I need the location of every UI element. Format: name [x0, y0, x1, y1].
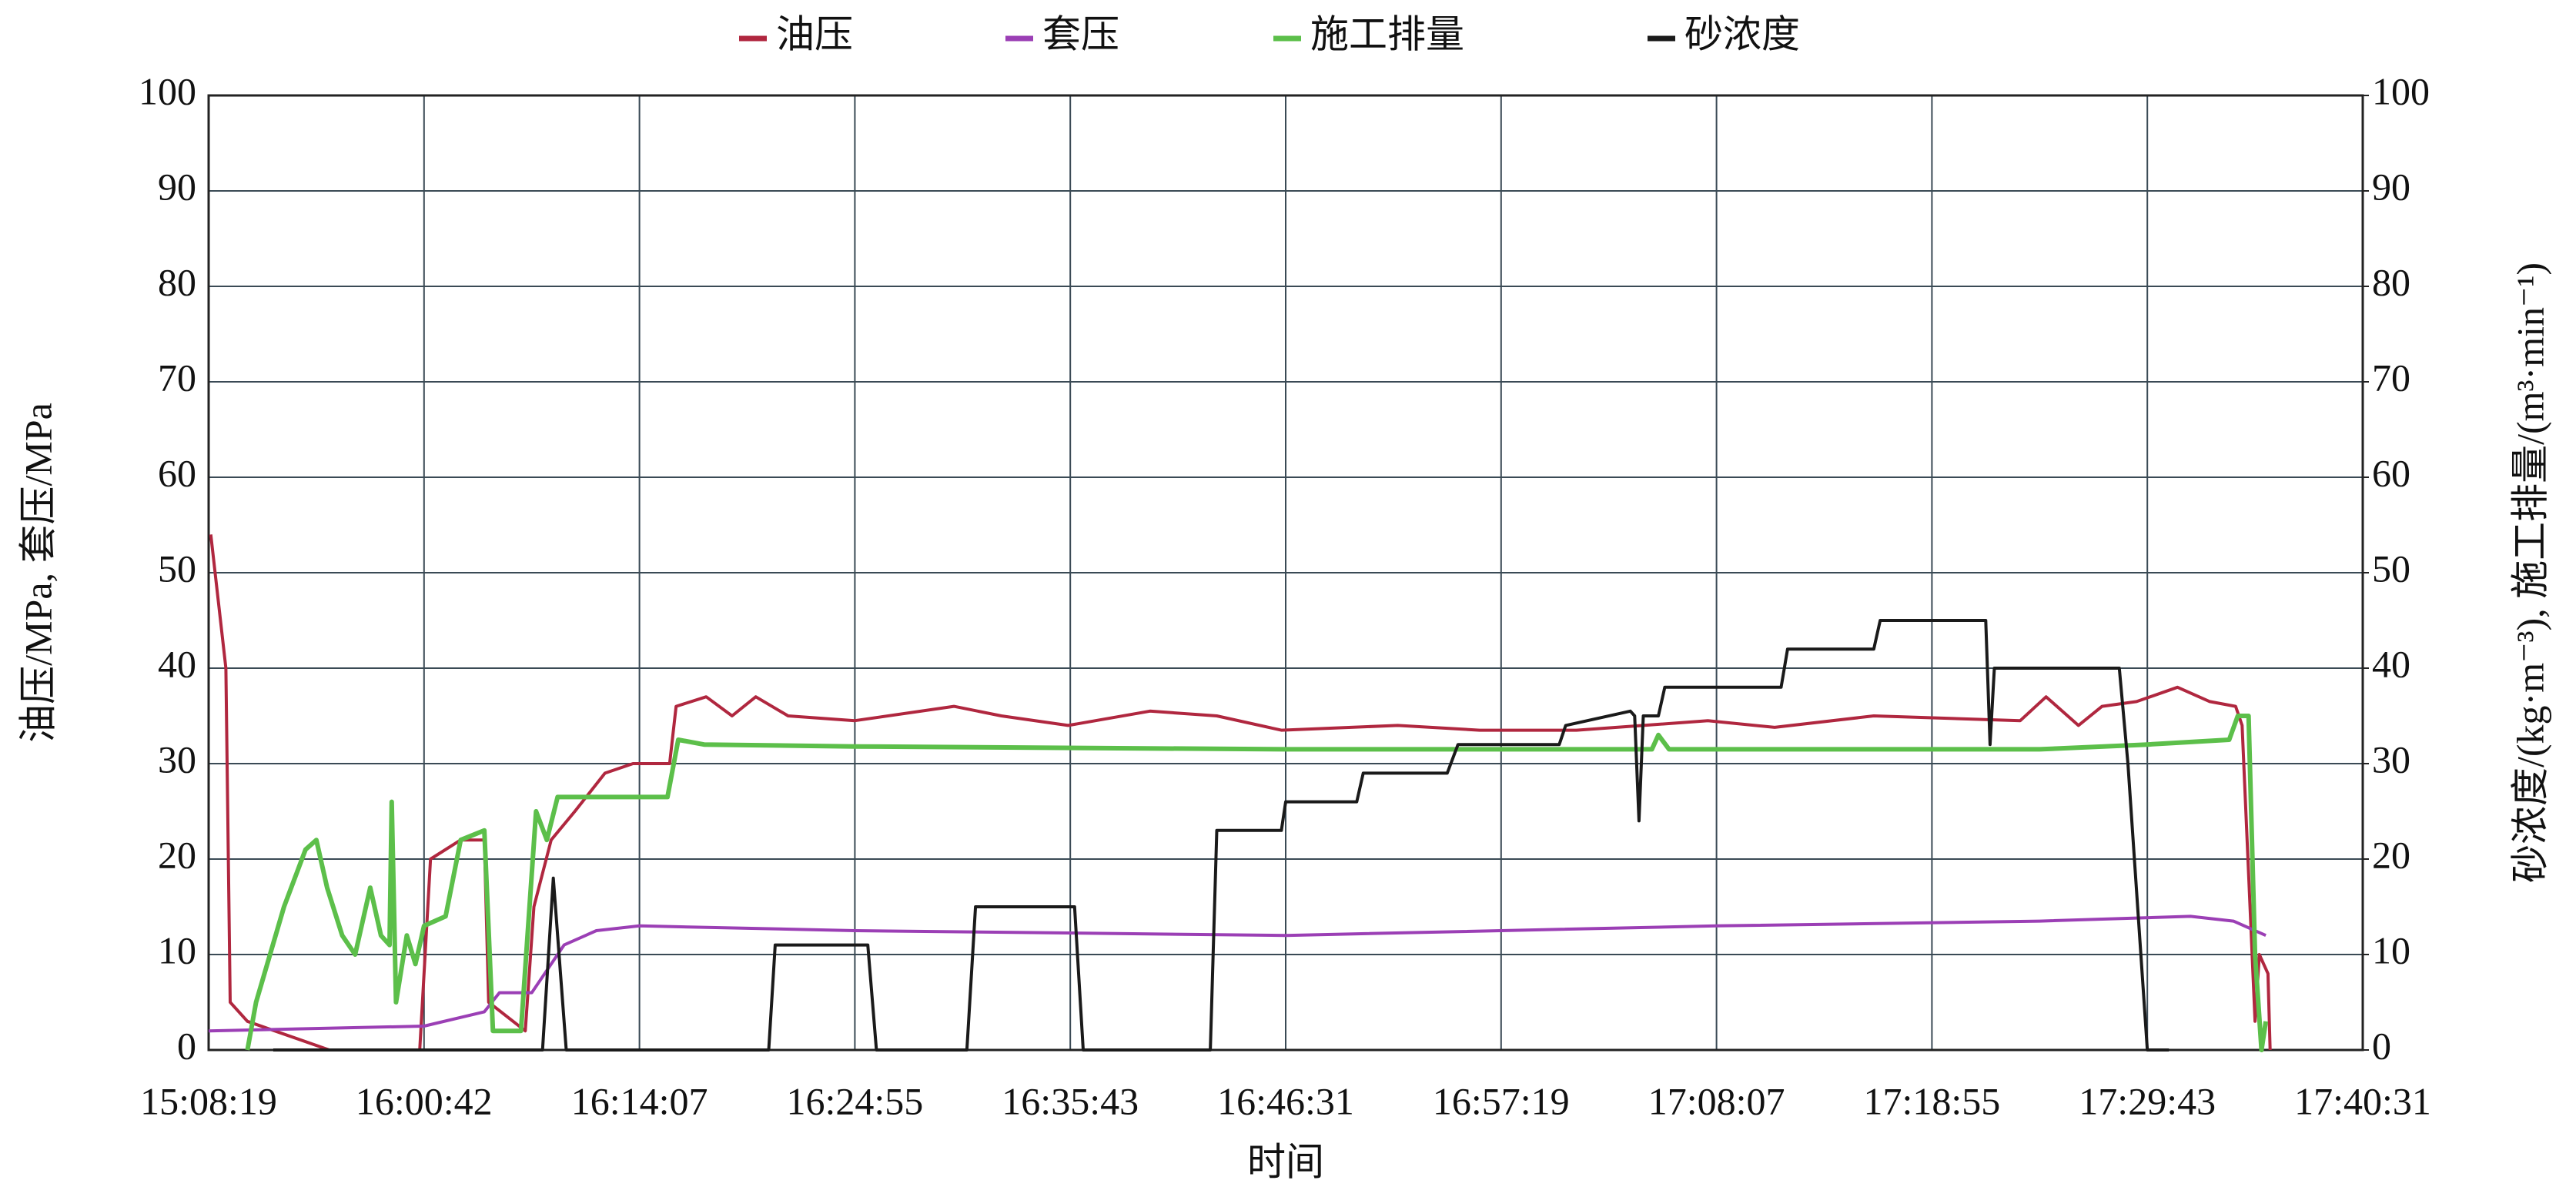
x-tick-label: 17:40:31: [2294, 1079, 2431, 1122]
x-tick-label: 17:29:43: [2079, 1079, 2216, 1122]
x-axis-label: 时间: [1247, 1140, 1324, 1183]
y-tick-label: 50: [158, 547, 196, 590]
y-tick-label: 0: [177, 1024, 196, 1067]
x-tick-label: 16:14:07: [571, 1079, 708, 1122]
x-tick-label: 16:46:31: [1217, 1079, 1354, 1122]
y2-tick-label: 20: [2372, 833, 2410, 876]
y-tick-label: 20: [158, 833, 196, 876]
y2-tick-label: 50: [2372, 547, 2410, 590]
y2-tick-label: 10: [2372, 928, 2410, 971]
series-line: [209, 534, 2272, 1052]
y2-tick-label: 30: [2372, 737, 2410, 781]
y-tick-label: 30: [158, 737, 196, 781]
series-line: [245, 714, 2269, 1052]
y2-tick-label: 90: [2372, 165, 2410, 208]
y2-tick-label: 0: [2372, 1024, 2391, 1067]
y-axis-label: 油压/MPa, 套压/MPa: [16, 403, 59, 743]
series-line: [273, 619, 2170, 1052]
y2-tick-label: 70: [2372, 356, 2410, 399]
x-tick-label: 16:57:19: [1433, 1079, 1570, 1122]
legend-label: 砂浓度: [1684, 12, 1800, 55]
x-tick-label: 17:08:07: [1648, 1079, 1785, 1122]
y-tick-label: 70: [158, 356, 196, 399]
x-tick-label: 15:08:19: [140, 1079, 277, 1122]
y-tick-label: 40: [158, 642, 196, 685]
plot-frame: [207, 94, 2364, 1052]
y-tick-label: 100: [139, 69, 196, 112]
legend-label: 施工排量: [1310, 12, 1464, 55]
y2-tick-label: 40: [2372, 642, 2410, 685]
y-tick-label: 80: [158, 260, 196, 303]
x-tick-label: 16:35:43: [1002, 1079, 1139, 1122]
y2-tick-label: 80: [2372, 260, 2410, 303]
x-tick-label: 17:18:55: [1864, 1079, 2001, 1122]
y-tick-label: 60: [158, 451, 196, 494]
legend-label: 油压: [776, 12, 853, 55]
x-tick-label: 16:24:55: [787, 1079, 924, 1122]
series-line: [208, 914, 2267, 1033]
y2-tick-label: 60: [2372, 451, 2410, 494]
y-tick-label: 10: [158, 928, 196, 971]
y-tick-label: 90: [158, 165, 196, 208]
y2-axis-label: 砂浓度/(kg·m⁻³), 施工排量/(m³·min⁻¹): [2508, 262, 2551, 883]
y2-tick-label: 100: [2372, 69, 2430, 112]
legend-label: 套压: [1042, 12, 1119, 55]
x-tick-label: 16:00:42: [356, 1079, 493, 1122]
